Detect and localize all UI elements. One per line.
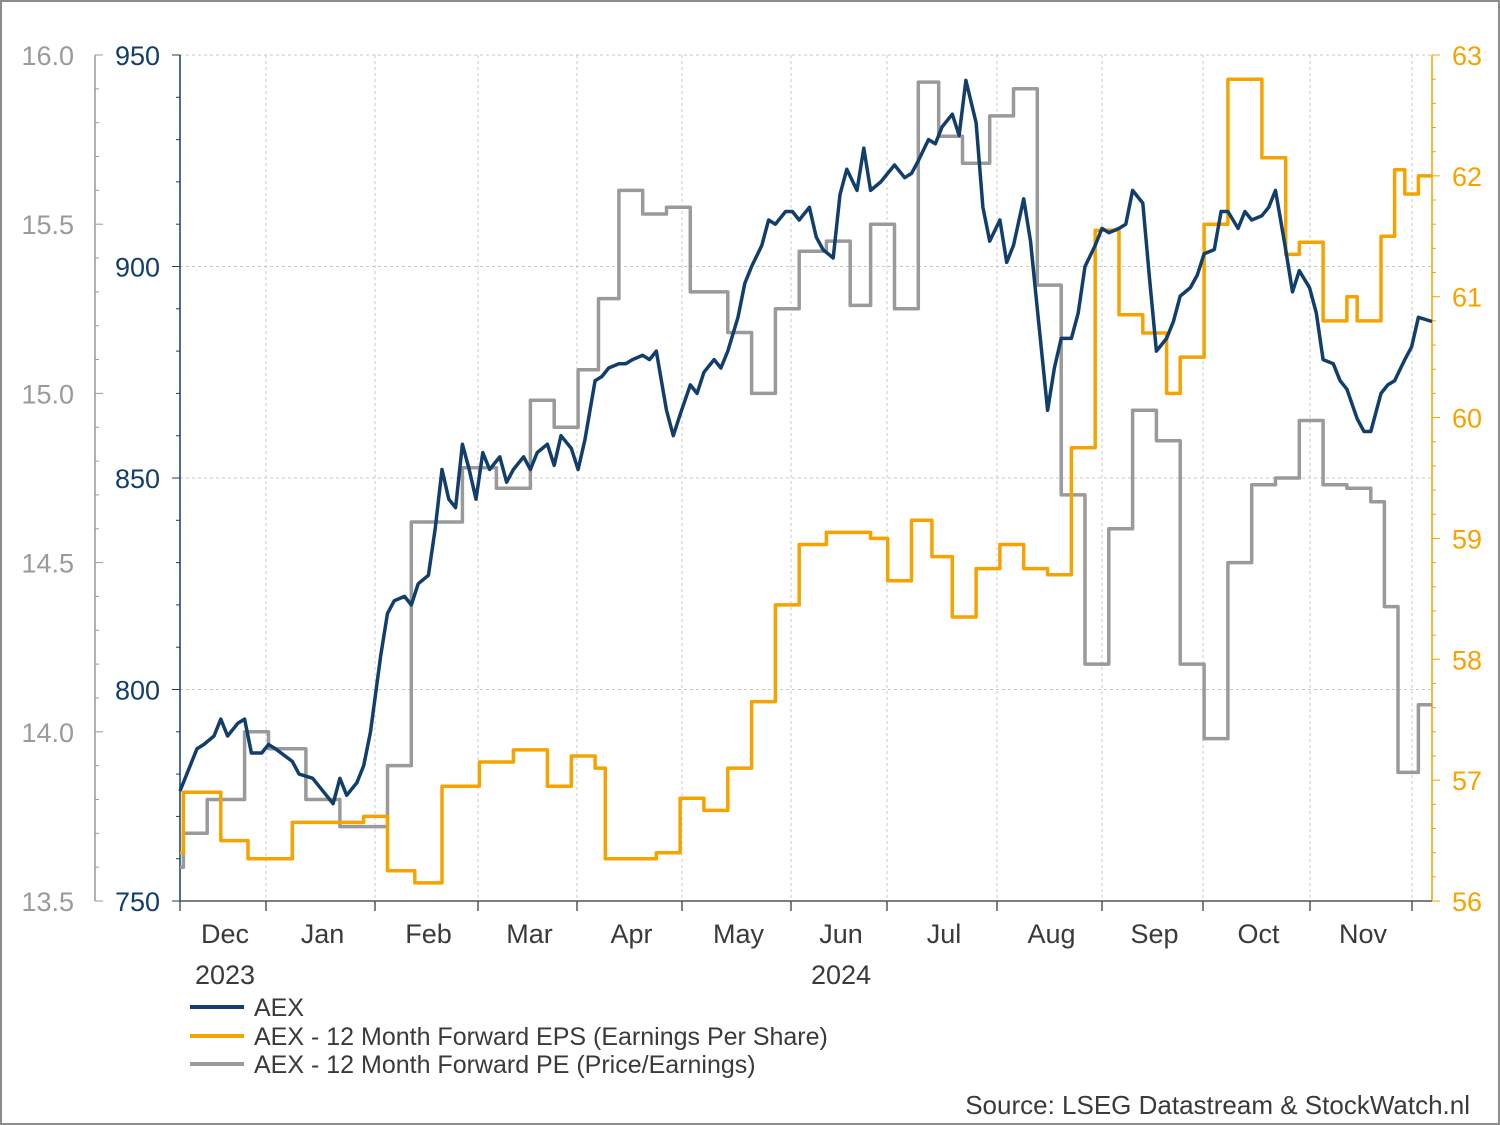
x-month-label: Sep — [1130, 919, 1178, 949]
legend-label-aex: AEX — [254, 994, 304, 1022]
aex-tick-label: 900 — [115, 253, 160, 283]
legend: AEX AEX - 12 Month Forward EPS (Earnings… — [190, 994, 828, 1079]
aex-tick-label: 800 — [115, 676, 160, 706]
legend-label-pe: AEX - 12 Month Forward PE (Price/Earning… — [254, 1051, 756, 1079]
eps-tick-label: 59 — [1452, 524, 1482, 554]
x-month-label: Aug — [1027, 919, 1075, 949]
x-year-label: 2023 — [195, 960, 255, 990]
eps-tick-label: 56 — [1452, 887, 1482, 917]
pe-tick-label: 13.5 — [21, 887, 74, 917]
pe-tick-label: 14.5 — [21, 549, 74, 579]
pe-tick-label: 15.5 — [21, 210, 74, 240]
eps-tick-label: 62 — [1452, 162, 1482, 192]
x-month-label: Mar — [506, 919, 553, 949]
aex-line — [178, 78, 1433, 806]
x-month-label: Apr — [610, 919, 652, 949]
eps-tick-label: 57 — [1452, 766, 1482, 796]
eps-line — [180, 77, 1432, 885]
gridlines — [180, 54, 1432, 902]
x-month-label: Jul — [927, 919, 962, 949]
x-month-label: Oct — [1237, 919, 1280, 949]
pe-tick-label: 14.0 — [21, 718, 74, 748]
pe-tick-label: 16.0 — [21, 41, 74, 71]
aex-tick-label: 750 — [115, 887, 160, 917]
x-month-label: Jun — [819, 919, 863, 949]
legend-label-eps: AEX - 12 Month Forward EPS (Earnings Per… — [254, 1023, 828, 1051]
x-month-label: Feb — [405, 919, 452, 949]
x-month-label: Jan — [301, 919, 345, 949]
eps-tick-label: 60 — [1452, 404, 1482, 434]
eps-tick-label: 63 — [1452, 41, 1482, 71]
aex-tick-label: 950 — [115, 41, 160, 71]
x-year-label: 2024 — [811, 960, 871, 990]
pe-tick-label: 15.0 — [21, 379, 74, 409]
source-note: Source: LSEG Datastream & StockWatch.nl — [965, 1090, 1470, 1120]
aex-tick-label: 850 — [115, 464, 160, 494]
eps-tick-label: 61 — [1452, 283, 1482, 313]
x-month-label: Nov — [1339, 919, 1388, 949]
x-month-label: May — [713, 919, 765, 949]
eps-tick-label: 58 — [1452, 645, 1482, 675]
series-lines — [178, 77, 1433, 885]
axes: 13.5 14.0 14.5 15.0 15.5 16.0 750 800 850 900 950 5… — [21, 41, 1482, 990]
x-month-label: Dec — [201, 919, 249, 949]
